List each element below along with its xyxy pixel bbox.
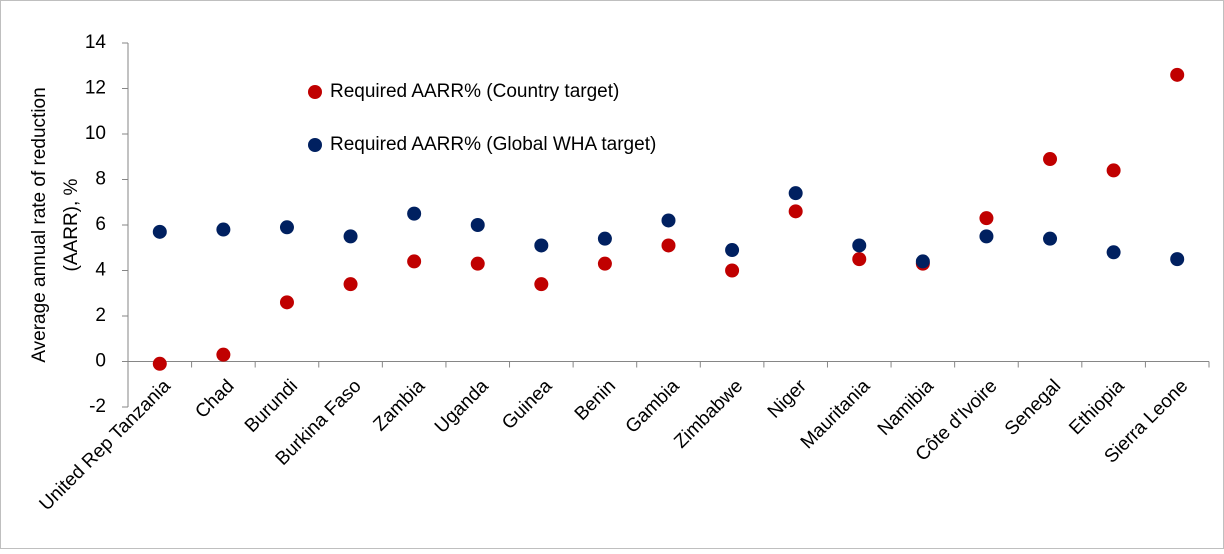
y-tick-label: 4 xyxy=(95,260,106,281)
legend-marker xyxy=(308,138,322,152)
y-axis-label: Average annual rate of reduction xyxy=(29,87,50,362)
y-tick-label: 0 xyxy=(95,351,106,372)
point xyxy=(597,231,612,246)
point xyxy=(343,277,358,292)
point xyxy=(661,238,676,253)
y-tick-label: -2 xyxy=(89,396,106,417)
point xyxy=(279,220,294,235)
point xyxy=(470,218,485,232)
point xyxy=(661,213,676,228)
point xyxy=(279,295,294,310)
point xyxy=(1106,245,1121,260)
point xyxy=(597,256,612,271)
point xyxy=(725,263,740,278)
point xyxy=(216,347,231,362)
point xyxy=(852,238,867,253)
point xyxy=(343,229,358,244)
y-tick-label: 2 xyxy=(95,305,106,326)
point xyxy=(407,206,422,221)
point xyxy=(852,252,867,267)
point xyxy=(979,229,994,244)
y-tick-label: 14 xyxy=(85,32,107,53)
point xyxy=(1170,252,1185,267)
point xyxy=(152,356,167,371)
point xyxy=(407,254,422,269)
legend-marker xyxy=(308,85,322,99)
point xyxy=(915,254,930,269)
point xyxy=(1043,152,1058,167)
y-tick-label: 8 xyxy=(95,169,106,190)
point xyxy=(979,211,994,226)
point xyxy=(1106,163,1121,178)
point xyxy=(470,256,485,271)
point xyxy=(216,222,231,237)
legend-label: Required AARR% (Global WHA target) xyxy=(330,134,656,155)
y-tick-label: 10 xyxy=(85,123,106,144)
point xyxy=(1170,67,1185,82)
legend-label: Required AARR% (Country target) xyxy=(330,81,619,102)
point xyxy=(534,238,549,253)
point xyxy=(788,186,803,201)
point xyxy=(788,204,803,219)
point xyxy=(534,277,549,292)
y-axis-label: (AARR), % xyxy=(61,178,82,271)
point xyxy=(152,224,167,239)
y-tick-label: 12 xyxy=(85,78,106,99)
y-tick-label: 6 xyxy=(95,214,106,235)
point xyxy=(725,243,740,258)
point xyxy=(1043,231,1058,246)
